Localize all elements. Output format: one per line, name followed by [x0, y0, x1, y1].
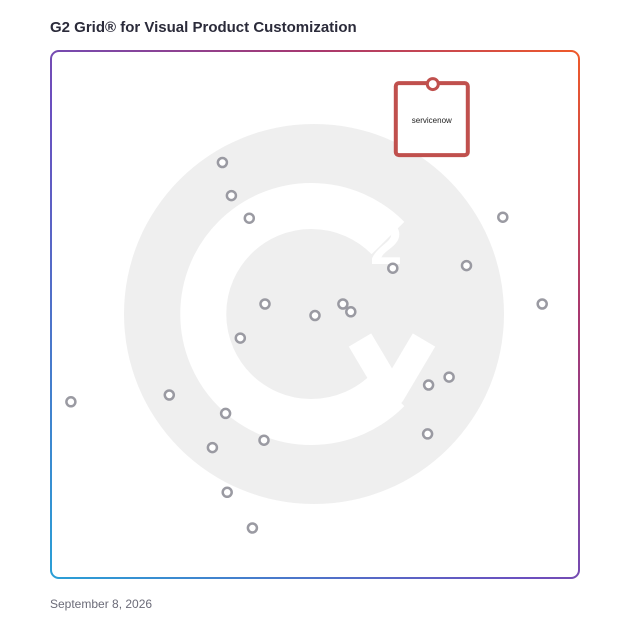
product-point[interactable] [387, 262, 399, 274]
product-point[interactable] [497, 211, 509, 223]
featured-product-marker[interactable]: servicenow [393, 77, 470, 158]
product-point[interactable] [216, 156, 229, 169]
product-point[interactable] [206, 441, 219, 454]
product-point[interactable] [258, 434, 270, 446]
product-point[interactable] [259, 298, 271, 310]
report-date: September 8, 2026 [50, 597, 153, 611]
featured-product-logo: servicenow [412, 116, 452, 125]
product-point[interactable] [536, 298, 548, 310]
product-point[interactable] [422, 379, 435, 391]
product-point[interactable] [225, 189, 238, 202]
grid-frame [50, 50, 580, 579]
product-point[interactable] [443, 371, 455, 383]
product-point[interactable] [219, 407, 232, 420]
product-point[interactable] [337, 298, 349, 310]
featured-product-point[interactable] [425, 77, 440, 92]
product-point[interactable] [243, 212, 256, 224]
product-point[interactable] [345, 306, 357, 318]
product-point[interactable] [221, 486, 233, 499]
product-point[interactable] [65, 396, 77, 408]
product-point[interactable] [234, 332, 247, 344]
product-point[interactable] [309, 309, 321, 322]
product-point[interactable] [421, 428, 434, 440]
points-layer [65, 156, 548, 534]
product-point[interactable] [246, 522, 259, 534]
chart-title: G2 Grid® for Visual Product Customizatio… [50, 19, 357, 36]
product-point[interactable] [163, 389, 176, 401]
product-point[interactable] [460, 259, 473, 272]
